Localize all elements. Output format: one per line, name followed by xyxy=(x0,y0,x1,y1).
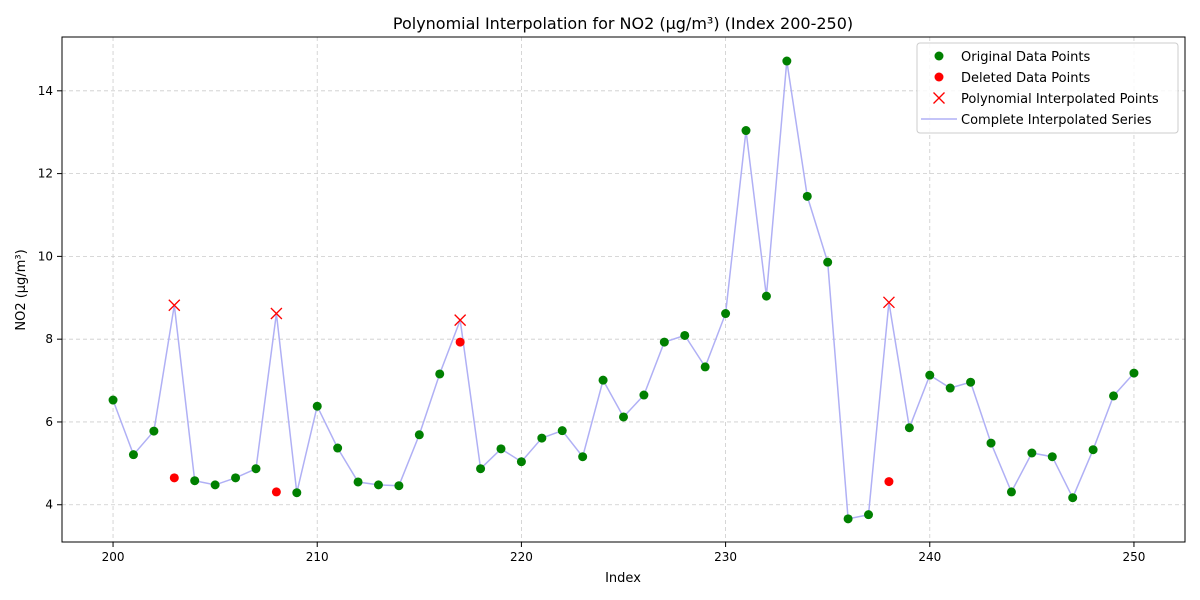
original-data-point xyxy=(987,439,996,448)
original-data-point xyxy=(435,369,444,378)
y-axis-label: NO2 (µg/m³) xyxy=(14,249,29,330)
original-data-point xyxy=(925,371,934,380)
original-data-point xyxy=(660,338,669,347)
original-data-point xyxy=(1089,445,1098,454)
original-data-point xyxy=(701,362,710,371)
original-data-point xyxy=(190,476,199,485)
legend-label: Original Data Points xyxy=(961,50,1090,65)
original-data-point xyxy=(905,423,914,432)
original-data-point xyxy=(1007,487,1016,496)
original-data-point xyxy=(496,444,505,453)
x-tick-label: 250 xyxy=(1123,550,1146,564)
original-data-point xyxy=(946,384,955,393)
y-tick-label: 4 xyxy=(45,498,53,512)
y-tick-label: 12 xyxy=(38,167,53,181)
original-data-point xyxy=(864,510,873,519)
original-data-point xyxy=(844,514,853,523)
deleted-data-point xyxy=(884,477,893,486)
original-data-point xyxy=(333,444,342,453)
original-data-point xyxy=(251,464,260,473)
x-axis-label: Index xyxy=(605,571,641,586)
original-data-point xyxy=(129,450,138,459)
legend-circle-swatch xyxy=(935,52,944,61)
y-tick-label: 14 xyxy=(38,84,53,98)
x-tick-label: 200 xyxy=(102,550,125,564)
original-data-point xyxy=(394,481,403,490)
original-data-point xyxy=(374,480,383,489)
original-data-point xyxy=(354,477,363,486)
original-data-point xyxy=(476,464,485,473)
x-tick-label: 210 xyxy=(306,550,329,564)
original-data-point xyxy=(537,434,546,443)
original-data-point xyxy=(721,309,730,318)
original-data-point xyxy=(231,473,240,482)
original-data-point xyxy=(762,292,771,301)
x-tick-label: 230 xyxy=(714,550,737,564)
original-data-point xyxy=(1048,452,1057,461)
original-data-point xyxy=(415,430,424,439)
legend-label: Deleted Data Points xyxy=(961,71,1091,86)
original-data-point xyxy=(639,391,648,400)
original-data-point xyxy=(578,452,587,461)
original-data-point xyxy=(211,480,220,489)
original-data-point xyxy=(619,412,628,421)
original-data-point xyxy=(1068,493,1077,502)
original-data-point xyxy=(109,396,118,405)
legend: Original Data Points Deleted Data Points P… xyxy=(917,43,1178,133)
original-data-point xyxy=(517,457,526,466)
original-data-point xyxy=(803,192,812,201)
x-tick-label: 240 xyxy=(918,550,941,564)
original-data-point xyxy=(1109,391,1118,400)
legend-entry: Polynomial Interpolated Points xyxy=(934,92,1159,107)
original-data-point xyxy=(292,488,301,497)
original-data-point xyxy=(1129,369,1138,378)
chart-title: Polynomial Interpolation for NO2 (µg/m³)… xyxy=(393,14,853,33)
y-tick-label: 10 xyxy=(38,249,53,263)
original-data-point xyxy=(599,376,608,385)
legend-label: Polynomial Interpolated Points xyxy=(961,92,1159,107)
x-tick-label: 220 xyxy=(510,550,533,564)
legend-label: Complete Interpolated Series xyxy=(961,113,1152,128)
original-data-point xyxy=(149,427,158,436)
original-data-point xyxy=(680,331,689,340)
y-tick-label: 8 xyxy=(45,332,53,346)
original-data-point xyxy=(1027,449,1036,458)
legend-circle-swatch xyxy=(935,73,944,82)
original-data-point xyxy=(966,378,975,387)
deleted-data-point xyxy=(170,473,179,482)
original-data-point xyxy=(558,426,567,435)
original-data-point xyxy=(742,126,751,135)
original-data-point xyxy=(313,402,322,411)
deleted-data-point xyxy=(456,338,465,347)
original-data-point xyxy=(782,57,791,66)
y-tick-label: 6 xyxy=(45,415,53,429)
original-data-point xyxy=(823,258,832,267)
deleted-data-point xyxy=(272,487,281,496)
